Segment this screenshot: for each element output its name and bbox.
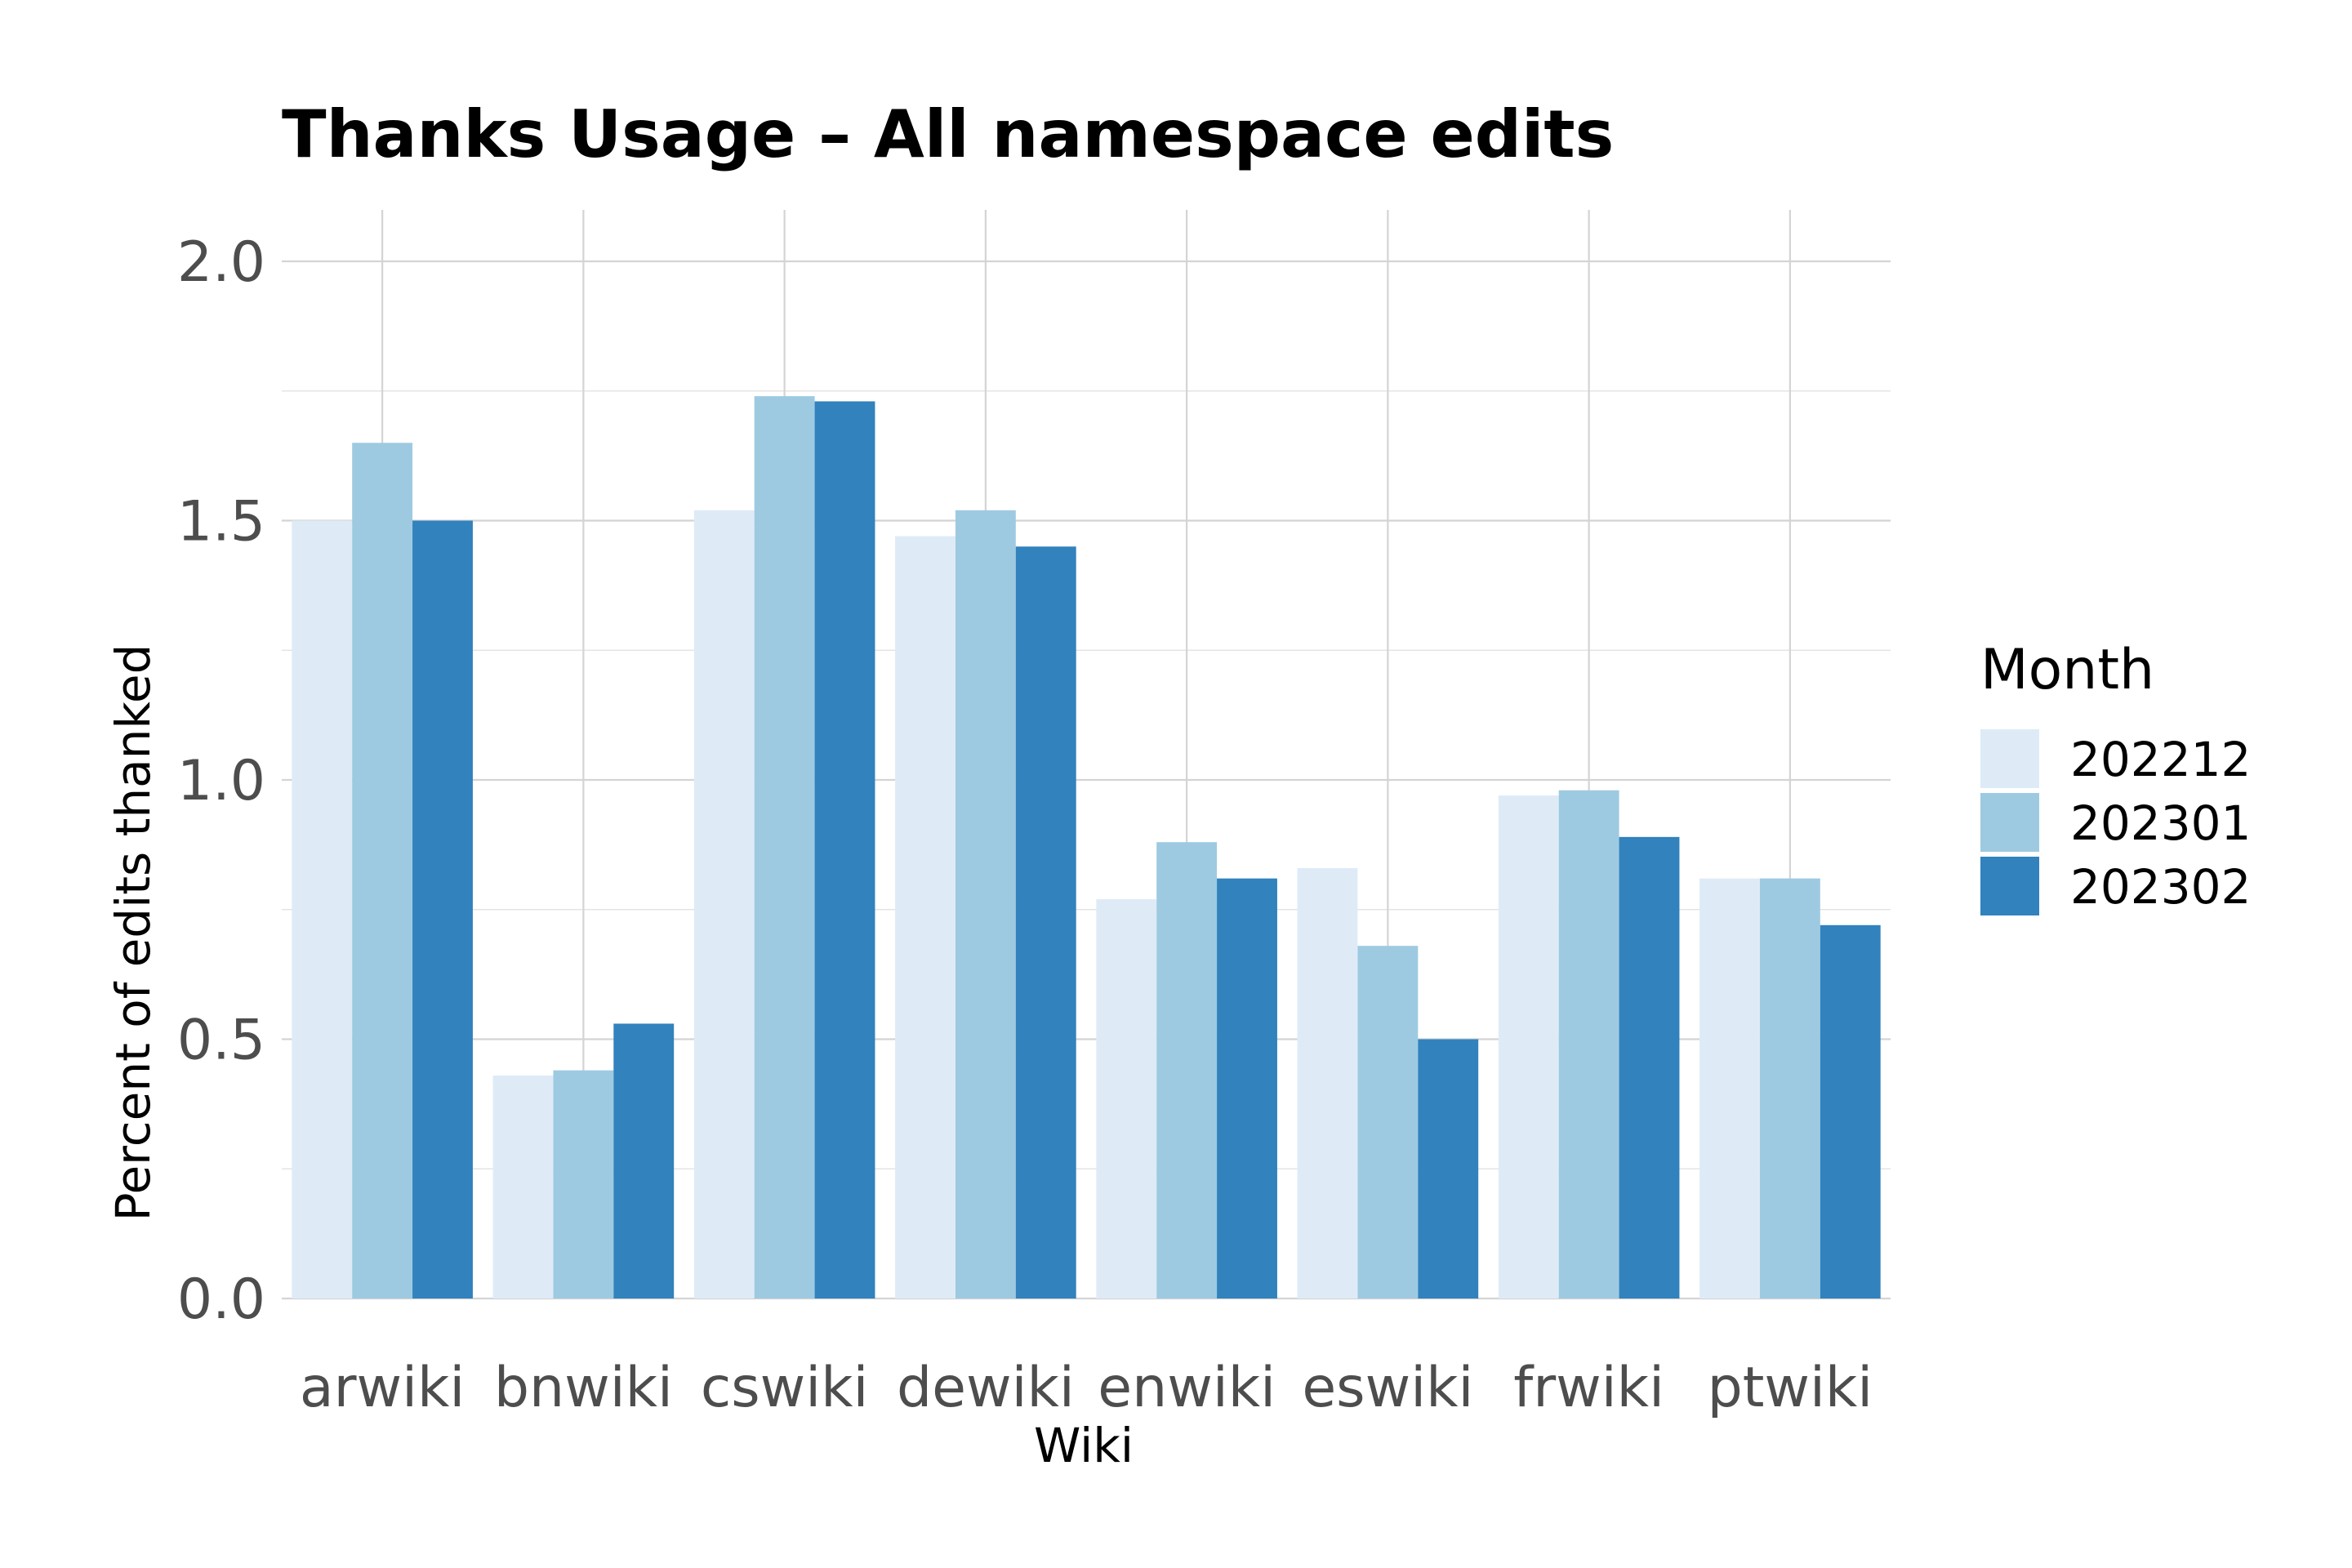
legend-label: 202302	[2070, 859, 2251, 915]
x-tick-label: arwiki	[300, 1356, 465, 1420]
legend-key-202301	[1980, 793, 2039, 852]
y-tick-label: 1.0	[177, 749, 265, 813]
legend-label: 202212	[2070, 732, 2251, 787]
bar-eswiki-202302	[1418, 1039, 1479, 1298]
bar-cswiki-202302	[814, 401, 875, 1299]
chart-title: Thanks Usage – All namespace edits	[282, 96, 1614, 172]
y-axis-title: Percent of edits thanked	[105, 644, 161, 1222]
bar-arwiki-202212	[292, 520, 353, 1298]
bar-arwiki-202301	[352, 443, 413, 1298]
bar-dewiki-202212	[895, 536, 956, 1298]
bar-dewiki-202302	[1015, 546, 1076, 1298]
bar-cswiki-202301	[754, 396, 815, 1299]
y-axis-ticks: 0.0 0.5 1.0 1.5 2.0	[177, 230, 265, 1332]
bar-frwiki-202302	[1619, 836, 1680, 1298]
bar-dewiki-202301	[955, 510, 1016, 1298]
x-tick-label: cswiki	[701, 1356, 869, 1420]
bar-bnwiki-202302	[613, 1023, 675, 1298]
x-tick-label: enwiki	[1098, 1356, 1276, 1420]
y-tick-label: 2.0	[177, 230, 265, 295]
legend: Month 202212 202301 202302	[1980, 638, 2251, 915]
x-tick-label: dewiki	[897, 1356, 1075, 1420]
x-tick-label: eswiki	[1302, 1356, 1473, 1420]
legend-title: Month	[1980, 638, 2154, 702]
bar-bnwiki-202212	[492, 1075, 554, 1298]
legend-label: 202301	[2070, 795, 2251, 851]
x-axis-title: Wiki	[1034, 1418, 1134, 1473]
bars	[292, 396, 1881, 1299]
y-tick-label: 0.5	[177, 1009, 265, 1073]
bar-ptwiki-202302	[1820, 924, 1881, 1298]
bar-frwiki-202212	[1498, 795, 1559, 1298]
x-tick-label: bnwiki	[494, 1356, 673, 1420]
legend-key-202302	[1980, 857, 2039, 915]
bar-frwiki-202301	[1558, 790, 1619, 1298]
bar-ptwiki-202301	[1759, 878, 1820, 1298]
bar-enwiki-202212	[1096, 899, 1157, 1298]
bar-ptwiki-202212	[1699, 878, 1760, 1298]
legend-key-202212	[1980, 729, 2039, 788]
x-axis-ticks: arwiki bnwiki cswiki dewiki enwiki eswiki frwi…	[300, 1356, 1873, 1420]
bar-cswiki-202212	[693, 510, 755, 1298]
x-tick-label: frwiki	[1513, 1356, 1664, 1420]
x-tick-label: ptwiki	[1708, 1356, 1873, 1420]
bar-eswiki-202301	[1357, 946, 1419, 1298]
bar-enwiki-202301	[1156, 842, 1218, 1298]
y-tick-label: 0.0	[177, 1267, 265, 1332]
bar-eswiki-202212	[1297, 867, 1358, 1298]
y-tick-label: 1.5	[177, 490, 265, 555]
bar-bnwiki-202301	[553, 1070, 614, 1298]
bar-enwiki-202302	[1217, 878, 1277, 1298]
bar-arwiki-202302	[412, 520, 473, 1298]
